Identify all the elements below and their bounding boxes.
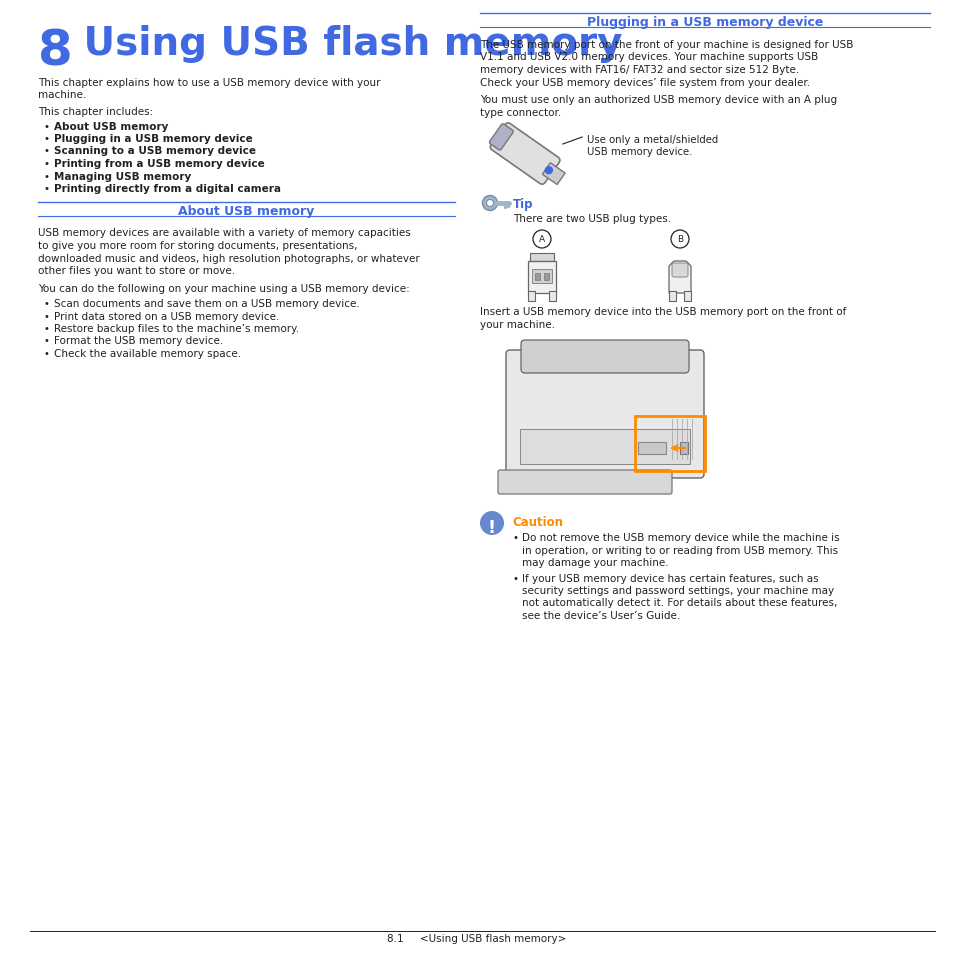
- FancyBboxPatch shape: [520, 340, 688, 374]
- Text: •: •: [44, 159, 50, 169]
- Text: Format the USB memory device.: Format the USB memory device.: [54, 336, 223, 346]
- Text: •: •: [44, 324, 50, 334]
- Text: This chapter includes:: This chapter includes:: [38, 107, 153, 117]
- Text: About USB memory: About USB memory: [54, 121, 168, 132]
- Bar: [683, 292, 690, 302]
- Text: Check your USB memory devices’ file system from your dealer.: Check your USB memory devices’ file syst…: [479, 77, 809, 88]
- Circle shape: [486, 200, 493, 208]
- FancyBboxPatch shape: [505, 351, 703, 478]
- Text: your machine.: your machine.: [479, 319, 555, 329]
- Bar: [527, 292, 535, 302]
- Text: •: •: [44, 133, 50, 144]
- Text: Print data stored on a USB memory device.: Print data stored on a USB memory device…: [54, 312, 279, 321]
- Text: •: •: [44, 121, 50, 132]
- Text: USB memory device.: USB memory device.: [586, 147, 692, 157]
- Text: Scan documents and save them on a USB memory device.: Scan documents and save them on a USB me…: [54, 298, 359, 309]
- Text: other files you want to store or move.: other files you want to store or move.: [38, 266, 234, 275]
- Text: not automatically detect it. For details about these features,: not automatically detect it. For details…: [521, 598, 837, 608]
- Text: to give you more room for storing documents, presentations,: to give you more room for storing docume…: [38, 241, 357, 251]
- FancyBboxPatch shape: [671, 264, 687, 277]
- Text: Check the available memory space.: Check the available memory space.: [54, 349, 241, 358]
- Text: Restore backup files to the machine’s memory.: Restore backup files to the machine’s me…: [54, 324, 299, 334]
- Text: !: !: [487, 518, 496, 537]
- Bar: [635, 416, 704, 472]
- Text: Printing from a USB memory device: Printing from a USB memory device: [54, 159, 265, 169]
- Text: About USB memory: About USB memory: [177, 204, 314, 217]
- Text: •: •: [44, 349, 50, 358]
- Text: Managing USB memory: Managing USB memory: [54, 172, 191, 181]
- Text: This chapter explains how to use a USB memory device with your: This chapter explains how to use a USB m…: [38, 78, 380, 88]
- Text: security settings and password settings, your machine may: security settings and password settings,…: [521, 585, 833, 596]
- Bar: [530, 253, 554, 262]
- Circle shape: [670, 231, 688, 249]
- Text: Plugging in a USB memory device: Plugging in a USB memory device: [586, 16, 822, 29]
- Bar: [527, 262, 556, 294]
- Text: USB memory devices are available with a variety of memory capacities: USB memory devices are available with a …: [38, 229, 411, 238]
- Text: machine.: machine.: [38, 91, 86, 100]
- Text: B: B: [677, 234, 682, 244]
- Bar: [543, 274, 548, 281]
- Text: Plugging in a USB memory device: Plugging in a USB memory device: [54, 133, 253, 144]
- Text: You must use only an authorized USB memory device with an A plug: You must use only an authorized USB memo…: [479, 95, 836, 105]
- Circle shape: [482, 196, 497, 212]
- FancyBboxPatch shape: [497, 471, 671, 495]
- Text: in operation, or writing to or reading from USB memory. This: in operation, or writing to or reading f…: [521, 545, 838, 555]
- Text: type connector.: type connector.: [479, 108, 560, 117]
- Bar: [679, 442, 687, 455]
- Text: Caution: Caution: [512, 516, 562, 529]
- Text: V1.1 and USB V2.0 memory devices. Your machine supports USB: V1.1 and USB V2.0 memory devices. Your m…: [479, 52, 818, 63]
- Text: 8.1     <Using USB flash memory>: 8.1 <Using USB flash memory>: [387, 933, 566, 943]
- Bar: [519, 430, 689, 464]
- Text: The USB memory port on the front of your machine is designed for USB: The USB memory port on the front of your…: [479, 40, 853, 50]
- Text: •: •: [44, 147, 50, 156]
- Text: •: •: [512, 573, 517, 583]
- Text: Use only a metal/shielded: Use only a metal/shielded: [586, 135, 718, 145]
- Circle shape: [533, 231, 551, 249]
- Text: Insert a USB memory device into the USB memory port on the front of: Insert a USB memory device into the USB …: [479, 307, 845, 316]
- Bar: [638, 442, 665, 455]
- Text: •: •: [44, 336, 50, 346]
- Text: Do not remove the USB memory device while the machine is: Do not remove the USB memory device whil…: [521, 533, 839, 542]
- Text: downloaded music and videos, high resolution photographs, or whatever: downloaded music and videos, high resolu…: [38, 253, 419, 263]
- Bar: [542, 164, 564, 185]
- Text: Tip: Tip: [513, 198, 533, 211]
- Text: may damage your machine.: may damage your machine.: [521, 558, 668, 567]
- Text: Scanning to a USB memory device: Scanning to a USB memory device: [54, 147, 255, 156]
- Text: memory devices with FAT16/ FAT32 and sector size 512 Byte.: memory devices with FAT16/ FAT32 and sec…: [479, 65, 799, 75]
- Text: A: A: [538, 234, 544, 244]
- Bar: [548, 292, 556, 302]
- Text: 8: 8: [38, 28, 72, 76]
- Text: see the device’s User’s Guide.: see the device’s User’s Guide.: [521, 610, 679, 620]
- Text: •: •: [44, 312, 50, 321]
- FancyBboxPatch shape: [489, 125, 513, 151]
- Text: Printing directly from a digital camera: Printing directly from a digital camera: [54, 184, 281, 193]
- Text: If your USB memory device has certain features, such as: If your USB memory device has certain fe…: [521, 573, 818, 583]
- Bar: [668, 292, 676, 302]
- Text: There are two USB plug types.: There are two USB plug types.: [513, 213, 670, 224]
- Text: You can do the following on your machine using a USB memory device:: You can do the following on your machine…: [38, 283, 410, 294]
- Polygon shape: [668, 262, 690, 294]
- Bar: [532, 270, 552, 284]
- Text: •: •: [44, 298, 50, 309]
- Text: •: •: [44, 184, 50, 193]
- Text: •: •: [44, 172, 50, 181]
- Text: Using USB flash memory: Using USB flash memory: [70, 25, 622, 63]
- Circle shape: [545, 168, 552, 174]
- Bar: [535, 274, 539, 281]
- FancyBboxPatch shape: [490, 124, 559, 185]
- Circle shape: [479, 512, 503, 536]
- Text: •: •: [512, 533, 517, 542]
